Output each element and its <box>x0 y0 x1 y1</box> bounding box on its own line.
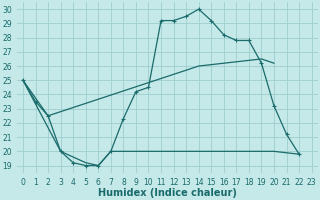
X-axis label: Humidex (Indice chaleur): Humidex (Indice chaleur) <box>98 188 237 198</box>
